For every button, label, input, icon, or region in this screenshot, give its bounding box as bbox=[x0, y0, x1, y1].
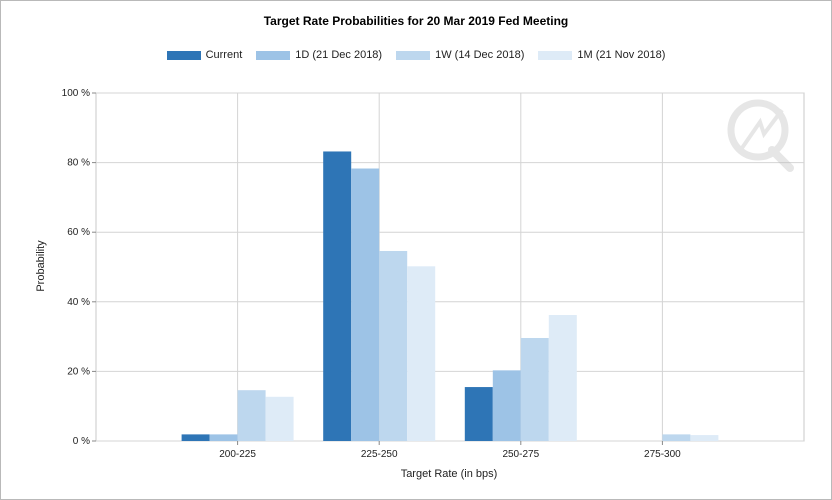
y-tick-labels: 0 % 20 % 40 % 60 % 80 % 100 % bbox=[62, 88, 90, 447]
legend-swatch-1d bbox=[256, 50, 291, 60]
bar-200-225-series-1 bbox=[209, 434, 238, 441]
y-tick-label: 0 % bbox=[73, 436, 90, 447]
y-tick-label: 20 % bbox=[67, 366, 90, 377]
bar-250-275-series-1 bbox=[492, 370, 521, 441]
y-tick-label: 80 % bbox=[67, 158, 90, 169]
legend-label-1d: 1D (21 Dec 2018) bbox=[295, 49, 383, 61]
bar-200-225-series-3 bbox=[265, 396, 294, 441]
bar-225-250-series-2 bbox=[379, 250, 408, 441]
y-tick-label: 100 % bbox=[62, 88, 90, 99]
bar-200-225-series-0 bbox=[181, 434, 210, 441]
bars bbox=[181, 151, 719, 442]
bar-200-225-series-2 bbox=[237, 390, 266, 441]
y-tick-label: 40 % bbox=[67, 297, 90, 308]
legend-item-1m: 1M (21 Nov 2018) bbox=[538, 49, 665, 61]
chart-legend: Current 1D (21 Dec 2018) 1W (14 Dec 2018… bbox=[0, 49, 832, 61]
plot-area-border bbox=[95, 92, 805, 442]
x-tick-label: 200-225 bbox=[219, 449, 256, 460]
bar-250-275-series-3 bbox=[548, 315, 577, 441]
x-tick-label: 250-275 bbox=[502, 449, 539, 460]
legend-label-current: Current bbox=[205, 49, 243, 61]
legend-item-current: Current bbox=[166, 49, 243, 61]
y-axis-title: Probability bbox=[35, 240, 47, 292]
legend-swatch-1w bbox=[396, 50, 431, 60]
legend-label-1m: 1M (21 Nov 2018) bbox=[577, 49, 666, 61]
legend-item-1d: 1D (21 Dec 2018) bbox=[256, 49, 382, 61]
y-tick-label: 60 % bbox=[67, 227, 90, 238]
legend-label-1w: 1W (14 Dec 2018) bbox=[435, 49, 525, 61]
x-axis-title: Target Rate (in bps) bbox=[401, 468, 498, 480]
legend-swatch-current bbox=[166, 50, 201, 60]
grid-lines bbox=[92, 92, 805, 445]
chart-title: Target Rate Probabilities for 20 Mar 201… bbox=[263, 14, 569, 28]
bar-250-275-series-0 bbox=[464, 387, 493, 441]
watermark-logo bbox=[727, 99, 794, 172]
bar-225-250-series-1 bbox=[351, 168, 380, 442]
x-tick-labels: 200-225 225-250 250-275 275-300 bbox=[219, 449, 681, 460]
legend-swatch-1m bbox=[538, 50, 573, 60]
bar-275-300-series-2 bbox=[662, 434, 691, 441]
legend-item-1w: 1W (14 Dec 2018) bbox=[396, 49, 524, 61]
x-tick-label: 275-300 bbox=[644, 449, 681, 460]
x-tick-label: 225-250 bbox=[361, 449, 398, 460]
bar-275-300-series-3 bbox=[690, 435, 719, 441]
bar-225-250-series-0 bbox=[323, 151, 352, 442]
bar-225-250-series-3 bbox=[407, 266, 436, 441]
bar-250-275-series-2 bbox=[520, 337, 549, 441]
